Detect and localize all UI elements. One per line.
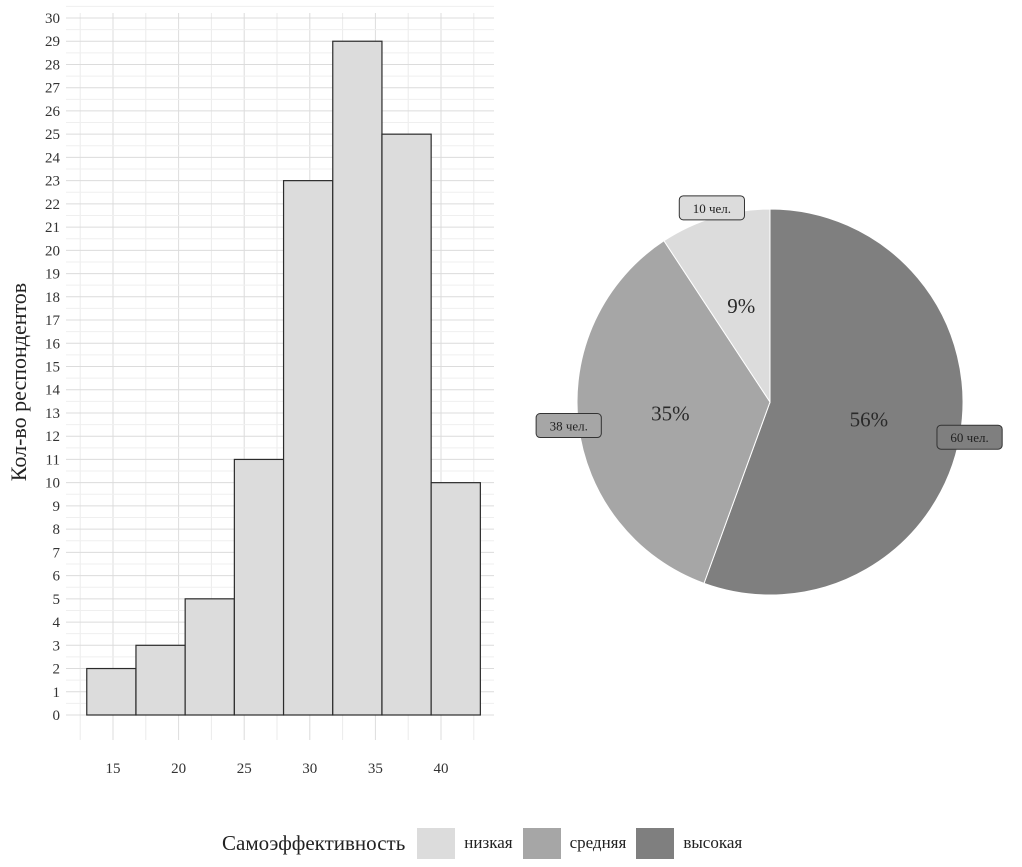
y-tick-label: 17 bbox=[45, 313, 61, 329]
legend-title: Самоэффективность bbox=[222, 830, 406, 855]
x-tick-label: 35 bbox=[368, 761, 383, 777]
y-tick-label: 29 bbox=[45, 34, 60, 50]
histogram-bar-5 bbox=[282, 180, 334, 716]
legend-swatch-low bbox=[417, 827, 456, 859]
y-tick-label: 6 bbox=[53, 569, 61, 585]
pie-count-label-box bbox=[535, 413, 602, 439]
pie-count-label-box bbox=[936, 424, 1003, 450]
pie-count-label-text: 38 чел. bbox=[550, 419, 588, 434]
x-tick-label: 30 bbox=[302, 761, 317, 777]
y-tick-label: 23 bbox=[45, 174, 60, 190]
pie-percent-label: 9% bbox=[727, 294, 755, 318]
y-tick-label: 12 bbox=[45, 429, 60, 445]
y-tick-label: 18 bbox=[45, 290, 60, 306]
pie-count-label: 60 чел. bbox=[936, 424, 1003, 450]
legend-item-medium: средняя bbox=[522, 827, 627, 859]
y-tick-label: 20 bbox=[45, 243, 60, 259]
legend-label-low: низкая bbox=[464, 833, 513, 852]
pie-count-label-text: 60 чел. bbox=[950, 430, 988, 445]
y-tick-label: 8 bbox=[53, 522, 61, 538]
y-tick-label: 0 bbox=[53, 708, 61, 724]
legend-label-high: высокая bbox=[683, 833, 743, 852]
histogram-bar-4 bbox=[233, 458, 285, 716]
y-tick-label: 27 bbox=[45, 81, 61, 97]
y-tick-label: 2 bbox=[53, 662, 61, 678]
y-tick-label: 26 bbox=[45, 104, 61, 120]
y-tick-label: 25 bbox=[45, 127, 60, 143]
y-tick-label: 19 bbox=[45, 267, 60, 283]
y-tick-label: 13 bbox=[45, 406, 60, 422]
y-tick-label: 1 bbox=[53, 685, 61, 701]
legend-swatch-high bbox=[636, 827, 675, 859]
y-tick-label: 11 bbox=[46, 452, 60, 468]
legend-item-low: низкая bbox=[417, 827, 513, 859]
x-tick-label: 40 bbox=[434, 761, 449, 777]
y-tick-label: 10 bbox=[45, 476, 60, 492]
y-tick-label: 21 bbox=[45, 220, 60, 236]
y-tick-label: 9 bbox=[53, 499, 61, 515]
x-tick-label: 20 bbox=[171, 761, 186, 777]
histogram-bar-7 bbox=[381, 133, 432, 716]
y-tick-label: 3 bbox=[53, 638, 61, 654]
histogram-bar-3 bbox=[184, 598, 235, 716]
x-tick-label: 25 bbox=[237, 761, 252, 777]
legend: Самоэффективность низкая средняя высокая bbox=[222, 826, 752, 860]
y-tick-label: 4 bbox=[53, 615, 61, 631]
y-tick-label: 7 bbox=[53, 545, 61, 561]
pie-percent-label: 56% bbox=[850, 407, 889, 431]
y-tick-label: 24 bbox=[45, 150, 61, 166]
histogram-chart: 0123456789101112131415161718192021222324… bbox=[6, 5, 494, 777]
legend-swatch-medium bbox=[522, 827, 561, 859]
y-tick-label: 14 bbox=[45, 383, 61, 399]
pie-percent-label: 35% bbox=[651, 402, 690, 426]
pie-chart: 56% 60 чел. 35% 38 чел. 9% 10 чел. bbox=[535, 195, 1003, 596]
histogram-bar-8 bbox=[430, 482, 481, 716]
y-tick-label: 5 bbox=[53, 592, 61, 608]
pie-count-label-box bbox=[678, 195, 745, 221]
histogram-bar-2 bbox=[135, 644, 186, 716]
y-tick-label: 22 bbox=[45, 197, 60, 213]
pie-count-label: 38 чел. bbox=[535, 413, 602, 439]
histogram-bar-1 bbox=[86, 667, 137, 716]
y-axis-label: Кол-во респондентов bbox=[6, 283, 31, 481]
y-tick-label: 30 bbox=[45, 11, 60, 27]
legend-label-medium: средняя bbox=[569, 833, 627, 852]
legend-item-high: высокая bbox=[636, 827, 743, 859]
x-tick-label: 15 bbox=[106, 761, 121, 777]
y-tick-label: 28 bbox=[45, 57, 60, 73]
histogram-bar-6 bbox=[332, 40, 383, 716]
y-tick-label: 16 bbox=[45, 336, 61, 352]
pie-count-label-text: 10 чел. bbox=[693, 201, 731, 216]
pie-count-label: 10 чел. bbox=[678, 195, 745, 221]
y-tick-label: 15 bbox=[45, 360, 60, 376]
